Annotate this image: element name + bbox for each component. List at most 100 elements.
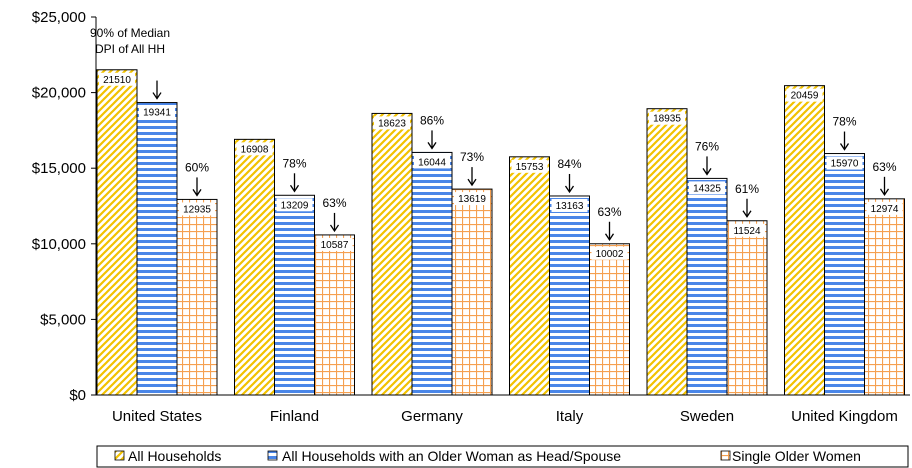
legend-swatch-all-households xyxy=(114,450,125,461)
percent-label: 63% xyxy=(872,160,896,174)
value-label: 13163 xyxy=(556,201,584,212)
value-label-bg xyxy=(689,181,725,195)
percent-label: 73% xyxy=(460,150,484,164)
value-label: 16044 xyxy=(418,157,446,168)
arrow-head xyxy=(604,233,615,241)
bar-united-kingdom-series-2 xyxy=(824,153,865,396)
y-tick-label: $10,000 xyxy=(32,236,86,253)
value-label: 10002 xyxy=(596,249,624,260)
value-label: 10587 xyxy=(321,240,349,251)
category-labels: United States Finland Germany Italy Sweden Un… xyxy=(112,408,898,425)
legend-box xyxy=(96,445,909,468)
value-label: 11524 xyxy=(733,226,761,237)
value-label-bg xyxy=(374,116,410,130)
percent-label: 61% xyxy=(735,182,759,196)
y-tick-label: $0 xyxy=(69,387,86,404)
value-label-bg xyxy=(786,88,823,102)
arrow-head xyxy=(839,143,850,151)
bar-germany-series-1 xyxy=(371,112,413,396)
bar-united-states-series-3 xyxy=(176,198,218,396)
value-label: 13209 xyxy=(281,200,309,211)
category-label-united-states: United States xyxy=(112,408,202,425)
legend-label-all-households: All Households xyxy=(128,448,221,464)
bar-united-states-series-2 xyxy=(136,102,178,396)
bar-finland-series-3 xyxy=(314,234,355,396)
value-label-bg xyxy=(276,198,313,212)
arrow-head xyxy=(289,184,300,193)
arrow-head xyxy=(564,185,575,194)
arrow-head xyxy=(467,178,477,187)
category-label-sweden: Sweden xyxy=(680,408,734,425)
value-label: 15970 xyxy=(831,159,859,170)
value-label: 18623 xyxy=(378,118,406,129)
value-label: 14325 xyxy=(693,183,721,194)
value-label: 12935 xyxy=(183,204,211,215)
value-label-bg xyxy=(866,201,903,215)
category-label-germany: Germany xyxy=(401,408,463,425)
bar-finland-series-1 xyxy=(234,138,275,396)
legend-swatch-single-older-women xyxy=(720,450,731,461)
arrow-head xyxy=(742,210,752,218)
percent-label: 78% xyxy=(832,115,856,129)
legend-swatch-older-woman-households xyxy=(267,450,278,461)
value-label-bg xyxy=(179,202,215,216)
category-label-italy: Italy xyxy=(556,408,584,425)
bar-sweden-series-2 xyxy=(686,177,728,396)
arrow-head xyxy=(152,92,162,100)
percent-label: 63% xyxy=(322,196,346,210)
value-label-bg xyxy=(139,105,175,119)
value-label: 18935 xyxy=(653,114,681,125)
value-label-bg xyxy=(236,142,273,156)
bar-italy-series-2 xyxy=(549,195,590,396)
value-label-bg xyxy=(316,237,353,251)
bar-united-kingdom-series-3 xyxy=(864,198,905,396)
legend: All Households All Households with an Ol… xyxy=(96,445,909,468)
bar-germany-series-3 xyxy=(451,188,493,396)
value-label: 16908 xyxy=(241,144,269,155)
axes: $0 $5,000 $10,000 $15,000 $20,000 $25,000 xyxy=(32,9,910,404)
percent-label: 78% xyxy=(282,156,306,170)
percent-label: 60% xyxy=(185,160,209,174)
value-label: 15753 xyxy=(516,162,544,173)
bar-italy-series-1 xyxy=(509,156,550,396)
value-label-bg xyxy=(511,159,548,173)
bar-italy-series-3 xyxy=(589,243,630,396)
value-label-bg xyxy=(551,198,588,212)
value-label: 12974 xyxy=(871,204,899,215)
y-tick-label: $25,000 xyxy=(32,9,86,26)
bar-united-states-series-1 xyxy=(96,69,138,396)
bar-sweden-series-1 xyxy=(646,108,688,396)
value-label-bg xyxy=(649,111,685,125)
annotation-line1: 90% of Median xyxy=(90,26,170,40)
bar-finland-series-2 xyxy=(274,194,315,396)
arrow-head xyxy=(192,189,202,197)
y-tick-label: $20,000 xyxy=(32,85,86,102)
legend-label-older-woman-households: All Households with an Older Woman as He… xyxy=(282,448,621,464)
percent-label: 76% xyxy=(695,139,719,153)
arrow-head xyxy=(879,188,890,197)
percent-label: 63% xyxy=(597,205,621,219)
percent-label: 86% xyxy=(420,113,444,127)
value-label-bg xyxy=(414,155,450,169)
median-annotation: 90% of Median DPI of All HH xyxy=(90,26,170,56)
value-label-bg xyxy=(826,156,863,170)
y-tick-labels: $0 $5,000 $10,000 $15,000 $20,000 $25,000 xyxy=(32,9,96,404)
arrow-head xyxy=(427,142,437,150)
bar-united-kingdom-series-1 xyxy=(784,85,825,396)
legend-label-single-older-women: Single Older Women xyxy=(732,448,861,464)
percent-label: 84% xyxy=(557,157,581,171)
value-label-bg xyxy=(454,192,490,206)
category-label-finland: Finland xyxy=(270,408,319,425)
value-label-bg xyxy=(591,246,628,260)
value-label-bg xyxy=(99,72,135,86)
value-label: 13619 xyxy=(458,194,486,205)
value-label: 20459 xyxy=(791,91,819,102)
value-labels: 21510 19341 12935 60% 16908 13209 78% 10587 63% 1… xyxy=(99,72,903,260)
y-tick-label: $5,000 xyxy=(40,311,86,328)
arrow-head xyxy=(329,224,340,233)
bars xyxy=(96,69,905,396)
arrow-head xyxy=(702,168,712,176)
category-label-united-kingdom: United Kingdom xyxy=(791,408,898,425)
value-label: 21510 xyxy=(103,75,131,86)
